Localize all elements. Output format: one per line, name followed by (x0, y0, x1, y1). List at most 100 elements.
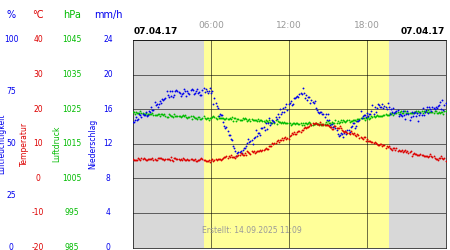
Point (248, 149, 255, 153)
Point (435, 156, 442, 160)
Point (361, 135, 369, 139)
Point (132, 158, 140, 162)
Point (339, 118, 346, 122)
Point (216, 157, 224, 161)
Point (243, 118, 251, 122)
Point (295, 95, 302, 99)
Point (436, 100, 444, 104)
Point (382, 112, 389, 116)
Point (414, 109, 422, 113)
Point (275, 120, 282, 124)
Point (204, 116, 212, 120)
Point (266, 123, 274, 127)
Point (442, 109, 449, 113)
Point (392, 148, 399, 152)
Point (247, 119, 254, 123)
Point (152, 158, 159, 162)
Point (215, 114, 222, 118)
Point (269, 121, 276, 125)
Point (223, 116, 230, 120)
Bar (204, 40, 389, 248)
Point (279, 138, 287, 142)
Point (355, 117, 362, 121)
Point (330, 127, 337, 131)
Point (426, 154, 433, 158)
Point (289, 102, 297, 106)
Point (360, 135, 367, 139)
Point (393, 111, 400, 115)
Point (346, 130, 353, 134)
Point (335, 126, 342, 130)
Point (178, 114, 185, 118)
Point (130, 120, 137, 124)
Point (270, 119, 277, 123)
Point (356, 136, 363, 140)
Text: 75: 75 (6, 88, 16, 96)
Point (332, 124, 339, 128)
Point (153, 113, 160, 117)
Point (380, 113, 387, 117)
Point (341, 131, 348, 135)
Point (319, 123, 326, 127)
Point (338, 132, 346, 136)
Point (228, 115, 235, 119)
Point (289, 132, 297, 136)
Point (259, 148, 266, 152)
Point (355, 118, 362, 122)
Point (136, 112, 143, 116)
Point (290, 121, 297, 125)
Point (272, 118, 279, 122)
Point (383, 114, 390, 117)
Point (260, 125, 267, 129)
Point (359, 116, 366, 120)
Point (317, 122, 324, 126)
Point (210, 114, 217, 118)
Point (151, 113, 158, 117)
Point (251, 118, 258, 122)
Point (139, 111, 146, 115)
Point (434, 158, 441, 162)
Point (299, 128, 306, 132)
Point (161, 158, 168, 162)
Point (160, 156, 167, 160)
Point (333, 120, 340, 124)
Point (317, 110, 324, 114)
Point (364, 111, 371, 115)
Point (441, 109, 448, 113)
Point (220, 117, 228, 121)
Point (362, 114, 369, 118)
Point (437, 107, 445, 111)
Point (145, 157, 153, 161)
Text: 985: 985 (65, 243, 79, 250)
Point (151, 100, 158, 104)
Point (294, 130, 301, 134)
Point (424, 155, 432, 159)
Point (212, 116, 219, 120)
Text: 20: 20 (33, 105, 43, 114)
Point (322, 123, 329, 127)
Point (194, 158, 202, 162)
Point (266, 144, 273, 148)
Point (354, 117, 361, 121)
Point (138, 156, 145, 160)
Point (410, 111, 418, 115)
Point (303, 98, 310, 102)
Text: mm/h: mm/h (94, 10, 122, 20)
Point (344, 128, 351, 132)
Point (349, 132, 356, 136)
Point (309, 123, 316, 127)
Point (346, 120, 353, 124)
Point (272, 141, 279, 145)
Point (249, 150, 256, 154)
Point (180, 158, 188, 162)
Point (309, 121, 316, 125)
Point (140, 156, 147, 160)
Point (282, 106, 289, 110)
Point (303, 122, 310, 126)
Point (178, 92, 185, 96)
Point (395, 112, 402, 116)
Point (319, 122, 326, 126)
Point (349, 118, 356, 122)
Point (338, 120, 346, 124)
Point (232, 116, 239, 120)
